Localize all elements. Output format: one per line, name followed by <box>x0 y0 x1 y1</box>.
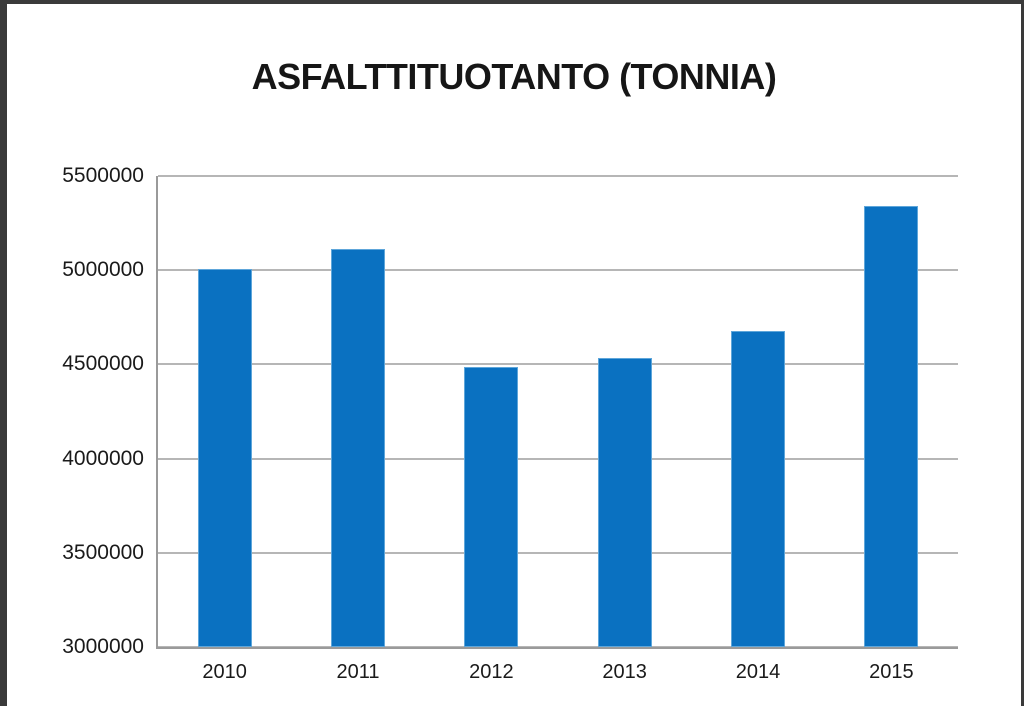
x-axis-tick-label: 2013 <box>602 661 647 683</box>
bar-2010 <box>197 269 252 647</box>
gridline <box>158 175 958 177</box>
gridline <box>158 551 958 554</box>
gridline <box>158 269 958 272</box>
gridline <box>158 457 958 460</box>
bar-2012 <box>464 367 519 647</box>
y-axis-tick-label: 3500000 <box>62 540 144 564</box>
y-axis-tick-label: 4500000 <box>62 352 144 376</box>
x-axis-tick-label: 2012 <box>469 661 514 683</box>
bar-2011 <box>331 249 385 647</box>
x-axis-tick-label: 2011 <box>336 661 380 683</box>
y-axis-tick-label: 5500000 <box>62 164 144 187</box>
y-axis-tick-label: 3000000 <box>62 635 144 658</box>
document-page: ASFALTTITUOTANTO (TONNIA) 5500000 5000000… <box>7 4 1021 706</box>
plot-area: 5500000 5000000 4500000 4000000 3500000 30000… <box>62 165 958 683</box>
x-axis-tick-label: 2010 <box>202 661 247 683</box>
x-axis-tick-label: 2014 <box>735 661 781 683</box>
gridline <box>158 363 958 366</box>
x-axis-tick-label: 2015 <box>869 661 914 683</box>
x-axis-line <box>156 647 958 649</box>
bar-2014 <box>731 330 785 647</box>
bar-2013 <box>597 357 652 647</box>
y-axis-tick-label: 4000000 <box>62 446 144 470</box>
y-axis-line <box>156 176 158 647</box>
bar-2015 <box>864 206 919 647</box>
chart-title: ASFALTTITUOTANTO (TONNIA) <box>251 56 777 97</box>
y-axis-tick-label: 5000000 <box>62 258 144 282</box>
